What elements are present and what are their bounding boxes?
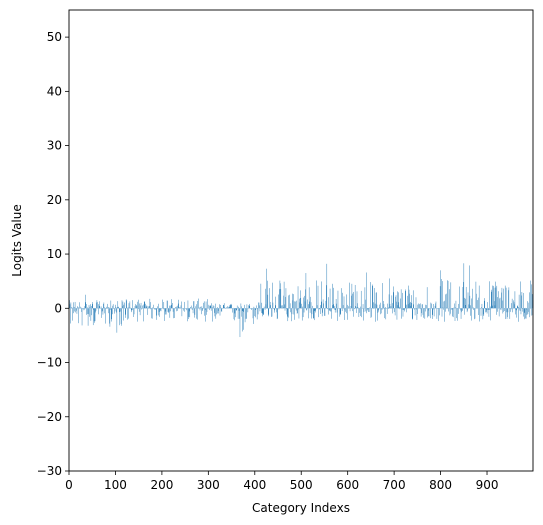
y-tick-label: 0 <box>54 301 62 315</box>
y-tick-label: 30 <box>47 139 62 153</box>
x-tick-label: 800 <box>429 478 452 492</box>
x-axis-label: Category Indexs <box>252 501 350 515</box>
y-tick-label: −30 <box>37 464 62 478</box>
x-axis: 0 100 200 300 400 500 600 700 800 900 <box>65 471 498 492</box>
x-tick-label: 400 <box>243 478 266 492</box>
x-tick-label: 300 <box>197 478 220 492</box>
y-axis-label: Logits Value <box>10 204 24 277</box>
y-tick-label: 10 <box>47 247 62 261</box>
x-tick-label: 100 <box>104 478 127 492</box>
x-tick-label: 900 <box>476 478 499 492</box>
y-tick-label: 50 <box>47 30 62 44</box>
x-tick-label: 700 <box>383 478 406 492</box>
y-tick-label: −10 <box>37 356 62 370</box>
y-tick-label: −20 <box>37 410 62 424</box>
x-tick-label: 200 <box>150 478 173 492</box>
bars-group <box>68 263 534 338</box>
y-tick-label: 20 <box>47 193 62 207</box>
x-tick-label: 600 <box>336 478 359 492</box>
y-axis: −30 −20 −10 0 10 20 30 40 50 <box>37 30 69 478</box>
plot-frame <box>68 9 534 472</box>
y-tick-label: 40 <box>47 84 62 98</box>
x-tick-label: 500 <box>290 478 313 492</box>
x-tick-label: 0 <box>65 478 73 492</box>
